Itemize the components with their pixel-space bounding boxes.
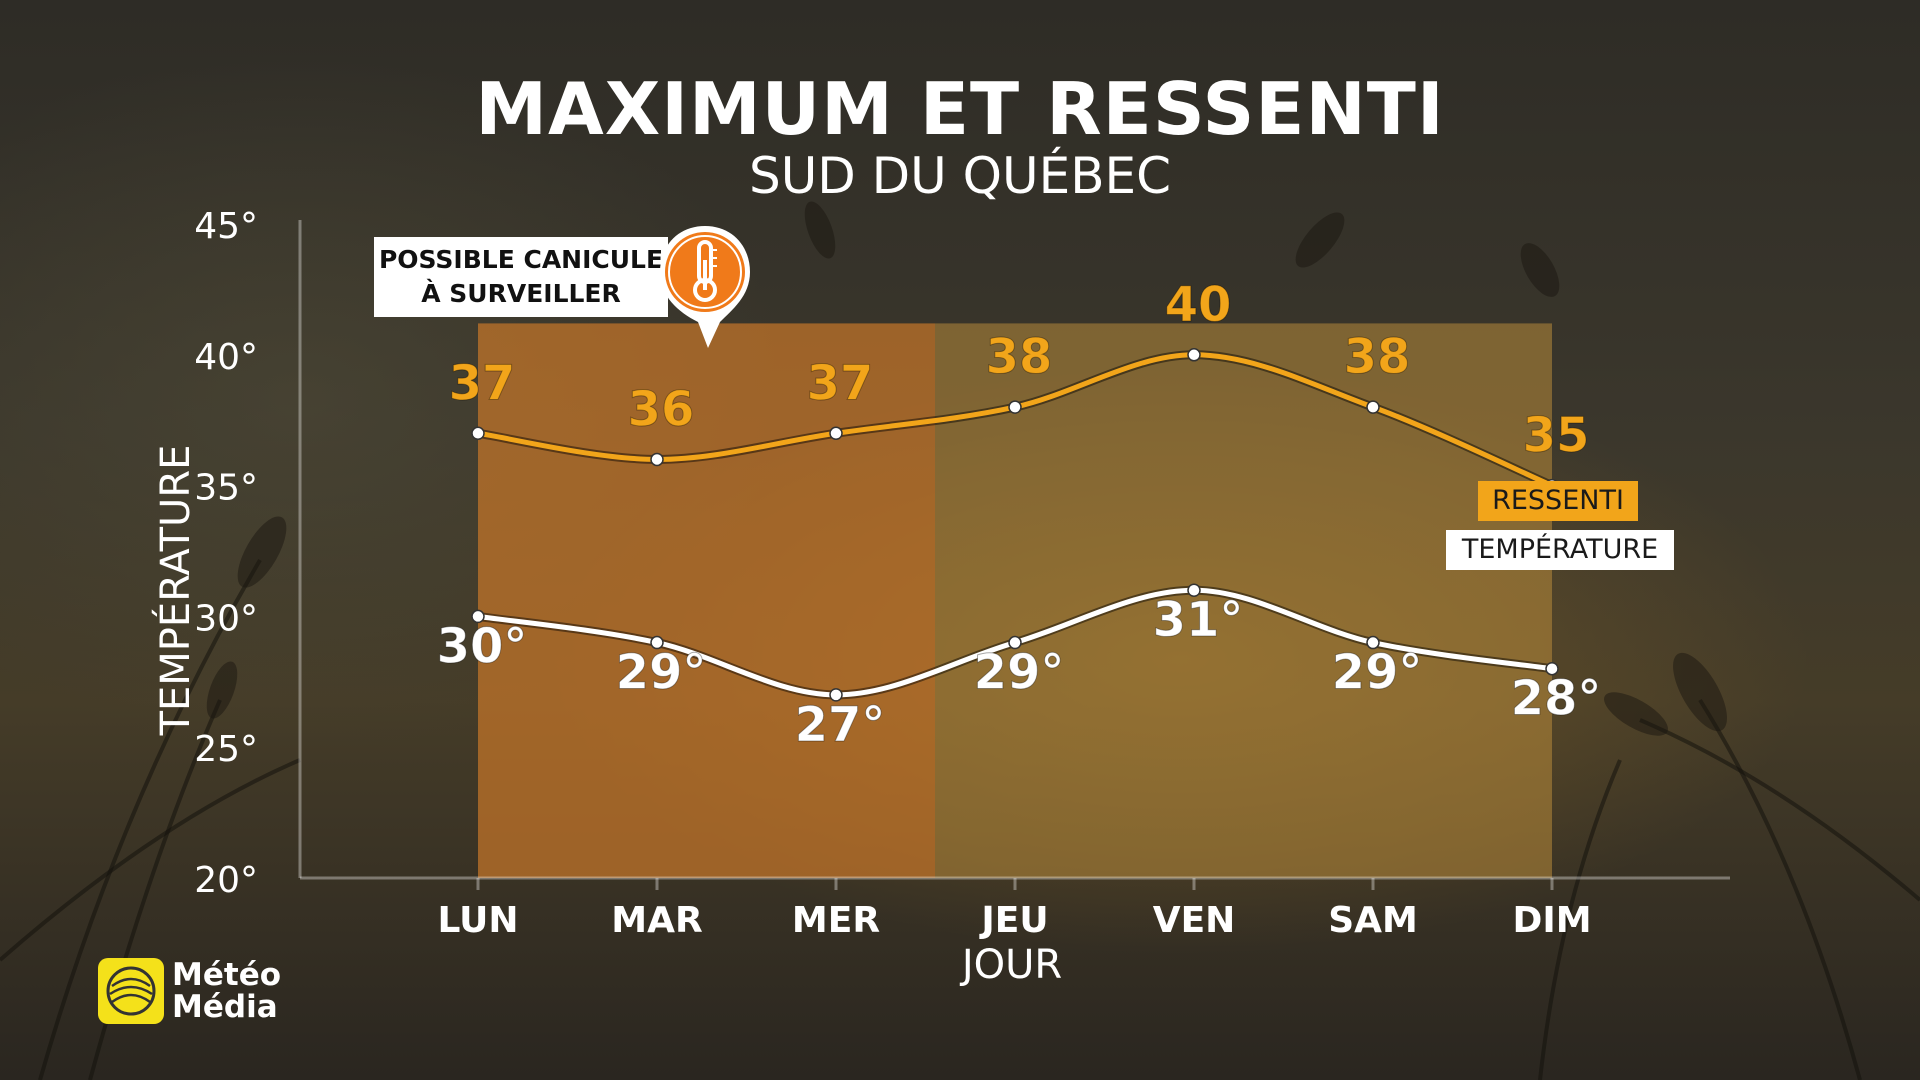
y-axis-label: TEMPÉRATURE [153, 444, 199, 736]
x-tick-label: JEU [978, 900, 1048, 941]
logo-globe-icon [98, 958, 164, 1024]
data-label-temperature: 29° [974, 645, 1065, 701]
data-point-ressenti [1008, 400, 1022, 414]
highlight-region-heatwave [478, 323, 935, 879]
callout-line-1: POSSIBLE CANICULE [378, 245, 664, 274]
thermometer-icon [660, 226, 750, 348]
x-tick-label: SAM [1328, 900, 1418, 941]
logo-text-line-1: Météo [172, 957, 282, 993]
y-tick-label: 45° [194, 206, 258, 247]
data-label-ressenti: 40 [1165, 277, 1232, 333]
callout-line-2: À SURVEILLER [421, 279, 621, 308]
x-tick-label: MAR [611, 900, 702, 941]
x-tick-label: VEN [1153, 900, 1236, 941]
y-tick-label: 40° [194, 337, 258, 378]
data-label-temperature: 31° [1153, 592, 1244, 648]
data-label-temperature: 28° [1511, 671, 1602, 727]
data-label-temperature: 30° [437, 618, 528, 674]
chart-title: MAXIMUM ET RESSENTI [475, 67, 1445, 151]
data-point-temperature [471, 609, 485, 624]
data-point-temperature [650, 635, 664, 650]
x-tick-label: DIM [1512, 900, 1591, 941]
data-point-temperature [829, 688, 843, 702]
data-point-temperature [1545, 661, 1559, 676]
data-point-temperature [1187, 583, 1201, 597]
x-tick-label: MER [792, 900, 880, 941]
data-label-temperature: 29° [1332, 645, 1423, 701]
data-label-ressenti: 38 [986, 329, 1053, 385]
data-point-temperature [1008, 635, 1022, 650]
data-label-temperature: 27° [795, 697, 886, 753]
data-label-ressenti: 38 [1344, 329, 1411, 385]
data-point-ressenti [650, 452, 664, 467]
data-point-temperature [1366, 635, 1380, 650]
data-label-temperature: 29° [616, 645, 707, 701]
highlight-region-rest [935, 323, 1552, 879]
data-label-ressenti: 36 [628, 381, 695, 437]
x-axis-label: JOUR [961, 942, 1063, 988]
data-label-ressenti: 35 [1523, 408, 1590, 464]
x-tick-label: LUN [437, 900, 518, 941]
legend-temperature: TEMPÉRATURE [1446, 530, 1674, 570]
data-point-ressenti [829, 426, 843, 441]
data-point-ressenti [1366, 400, 1380, 414]
y-tick-label: 20° [194, 860, 258, 901]
data-label-ressenti: 37 [449, 355, 516, 411]
heatwave-callout: POSSIBLE CANICULE À SURVEILLER [374, 237, 668, 317]
meteomedia-logo: Météo Média [98, 956, 281, 1026]
legend-ressenti: RESSENTI [1478, 481, 1638, 521]
y-tick-label: 25° [194, 729, 258, 770]
logo-text-line-2: Média [172, 989, 278, 1025]
data-point-ressenti [1187, 348, 1201, 362]
data-point-ressenti [471, 426, 485, 441]
y-tick-label: 30° [194, 598, 258, 639]
y-tick-label: 35° [194, 468, 258, 509]
data-label-ressenti: 37 [807, 355, 874, 411]
chart-subtitle: SUD DU QUÉBEC [748, 147, 1172, 205]
